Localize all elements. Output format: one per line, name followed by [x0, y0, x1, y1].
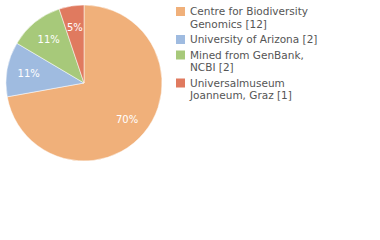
legend-label: University of Arizona [2] [190, 33, 317, 45]
data-label: 5% [67, 22, 83, 33]
data-label: 70% [116, 114, 138, 125]
legend-swatch [176, 7, 185, 16]
legend-swatch [176, 51, 185, 60]
chart: 70% 11% 11% 5% Centre for BiodiversityGenomi… [0, 0, 380, 240]
legend-label: Centre for BiodiversityGenomics [12] [190, 5, 308, 30]
data-label: 11% [18, 68, 40, 79]
legend-label: UniversalmuseumJoanneum, Graz [1] [189, 77, 292, 102]
pie-slice [59, 5, 84, 83]
legend-swatch [176, 79, 185, 88]
data-label: 11% [38, 34, 60, 45]
legend: Centre for BiodiversityGenomics [12] Univ… [176, 5, 317, 101]
data-labels: 70% 11% 11% 5% [18, 22, 139, 124]
pie [6, 5, 162, 161]
legend-label: Mined from GenBank,NCBI [2] [190, 49, 304, 74]
legend-swatch [176, 35, 185, 44]
